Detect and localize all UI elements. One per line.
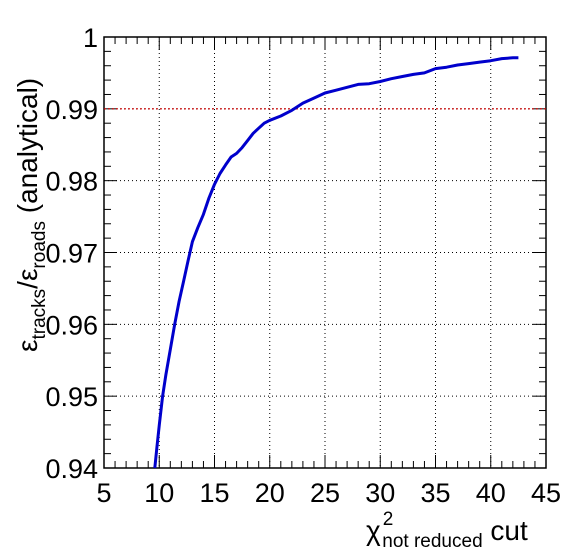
y-axis-title-suffix: (analytical) [12, 78, 43, 221]
y-tick-label: 0.99 [45, 95, 98, 125]
x-tick-label: 20 [255, 478, 285, 508]
x-tick-label: 30 [365, 478, 395, 508]
x-axis-title-sub: not reduced [382, 531, 482, 552]
series-group [153, 56, 519, 469]
y-axis-title-num: ε [12, 340, 43, 352]
y-tick-labels: 0.94 0.95 0.96 0.97 0.98 0.99 1 [45, 23, 98, 484]
y-axis-title: εtracks/εroads (analytical) [12, 78, 50, 352]
y-tick-label: 0.97 [45, 239, 98, 269]
x-tick-label: 35 [420, 478, 450, 508]
x-tick-label: 5 [96, 478, 111, 508]
x-tick-label: 25 [310, 478, 340, 508]
y-tick-label: 1 [83, 23, 98, 53]
efficiency-curve [153, 56, 519, 469]
x-tick-label: 15 [199, 478, 229, 508]
y-axis-title-num-sub: tracks [29, 289, 50, 340]
y-axis-title-den: ε [12, 269, 43, 281]
y-axis-title-den-sub: roads [29, 221, 50, 269]
x-axis-title-sup: 2 [383, 509, 394, 530]
x-tick-labels: 5 10 15 20 25 30 35 40 45 [96, 478, 561, 508]
y-tick-label: 0.96 [45, 310, 98, 340]
axis-ticks [103, 36, 547, 469]
y-axis-title-slash: / [12, 281, 43, 289]
y-tick-label: 0.94 [45, 454, 98, 484]
y-tick-label: 0.95 [45, 382, 98, 412]
x-axis-title-main: χ [366, 515, 381, 546]
x-axis-title: χ 2 not reduced cut [366, 509, 528, 552]
x-tick-label: 40 [476, 478, 506, 508]
x-axis-title-suffix: cut [483, 515, 528, 546]
grid-lines [104, 37, 546, 468]
x-tick-label: 10 [144, 478, 174, 508]
y-tick-label: 0.98 [45, 167, 98, 197]
x-tick-label: 45 [531, 478, 561, 508]
